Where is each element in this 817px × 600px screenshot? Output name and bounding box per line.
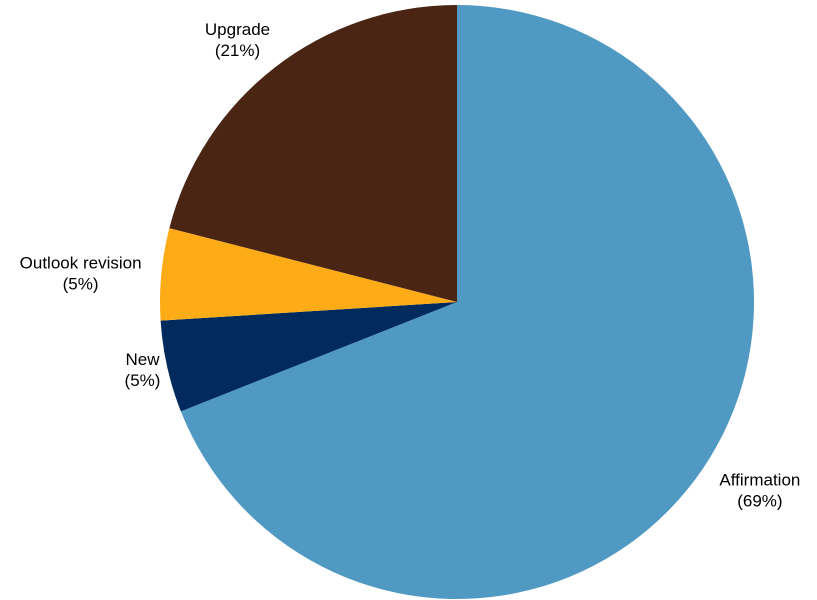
slice-name: Outlook revision — [20, 253, 142, 272]
slice-percent: (5%) — [63, 274, 99, 293]
pie-slice-new — [160, 302, 457, 412]
slice-name: Upgrade — [205, 20, 270, 39]
pie-slice-upgrade — [169, 5, 457, 302]
slice-percent: (69%) — [737, 492, 782, 511]
slice-label-outlook-revision: Outlook revision (5%) — [20, 253, 142, 293]
pie-labels: Affirmation (69%) New (5%) Outlook revision (… — [20, 20, 801, 511]
pie-slice-affirmation — [180, 5, 755, 599]
slice-label-new: New (5%) — [125, 350, 161, 390]
pie-slice-outlook-revision — [160, 228, 457, 321]
slice-name: Affirmation — [719, 471, 800, 490]
slice-label-upgrade: Upgrade (21%) — [205, 20, 270, 60]
pie-slices — [160, 5, 755, 599]
slice-percent: (21%) — [215, 41, 260, 60]
slice-label-affirmation: Affirmation (69%) — [719, 471, 800, 511]
slice-percent: (5%) — [125, 371, 161, 390]
slice-name: New — [125, 350, 160, 369]
